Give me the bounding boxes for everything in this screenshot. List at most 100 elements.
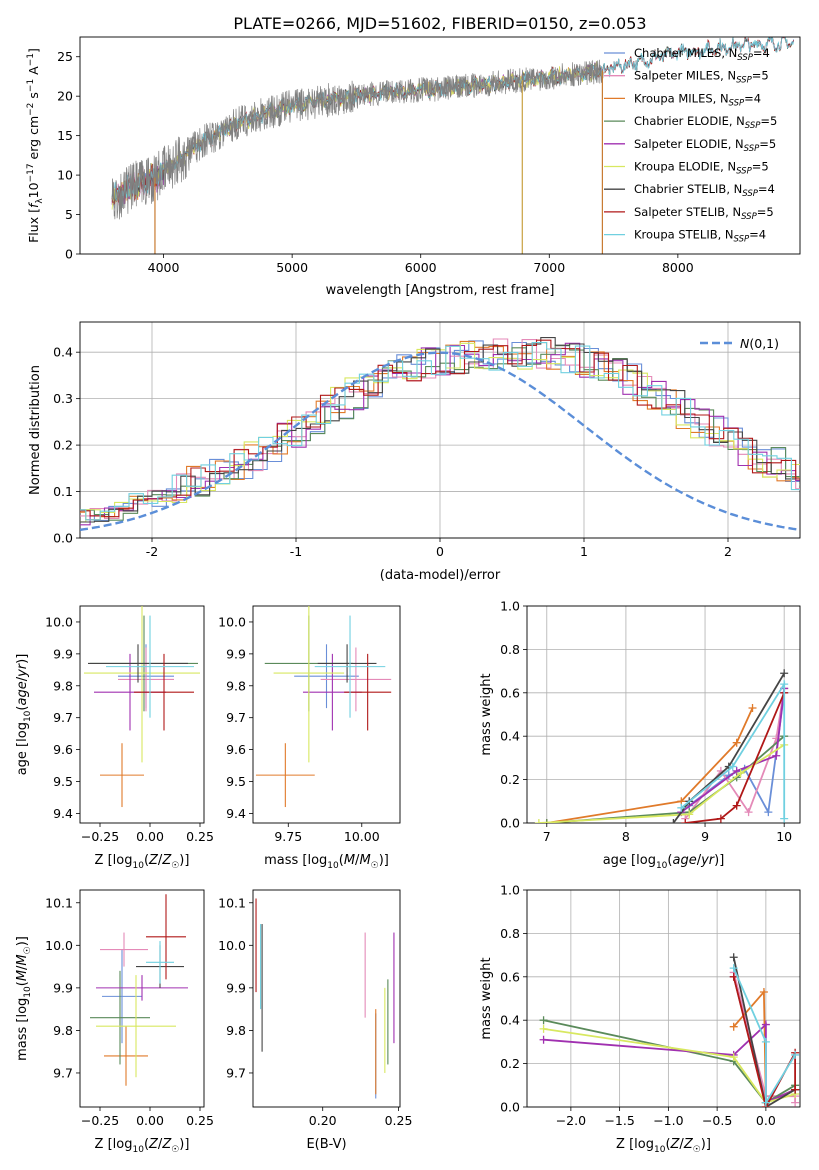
axis-label-part: ( [144,1137,149,1152]
weight-marker-chabrier-stelib [669,819,678,823]
axis-label-part: )] [379,853,389,868]
axis-label-part: −17 [26,163,36,182]
legend-label-kroupa-miles: Kroupa MILES, NSSP=4 [634,91,761,108]
x-tick-label: 4000 [148,260,180,275]
y-tick-label: 9.9 [226,980,246,995]
y-tick-label: 0.0 [53,531,73,546]
x-tick-label: 10 [776,829,792,844]
axis-label-part: age [15,681,30,705]
axis-label-part: age [log [603,853,656,868]
legend-text: Chabrier MILES, N [634,46,737,60]
y-tick-label: 0.4 [500,729,520,744]
axis-label-part: 10 [23,986,33,998]
weight-marker-kroupa-miles [732,738,741,747]
axis-label-part: M [344,853,355,868]
x-tick-label: 7 [543,829,551,844]
x-tick-label: 8 [622,829,630,844]
axis-label-part: Z [log [95,853,133,868]
x-tick-label: −1.0 [653,1113,683,1128]
x-tick-label: 0.0 [756,1113,776,1128]
axis-label-part: ☉ [371,861,379,871]
weight-marker-salpeter-miles [744,808,753,817]
legend-sub: SSP [741,212,757,222]
weight-marker-salpeter-stelib [729,972,738,981]
residuals-panel: -2 -1 0 1 2 0.0 0.1 0.2 0.3 0.4 N(0,1) (data-model)… [28,321,801,583]
axis-label-part: ☉ [693,1145,701,1155]
axis-label-part: λ [35,198,45,204]
y-tick-label: 20 [57,89,73,104]
y-tick-label: 10.0 [218,614,246,629]
y-tick-label: 9.8 [53,678,73,693]
axis-label-part: / [158,1137,163,1152]
y-tick-label: 0.3 [53,391,73,406]
weight-marker-chabrier-miles [764,808,773,817]
legend-label-chabrier-miles: Chabrier MILES, NSSP=4 [634,46,770,63]
axis-label-part: E(B-V) [306,1137,346,1152]
x-axis-label: (data-model)/error [380,568,501,583]
weight-marker-kroupa-stelib [677,803,686,812]
y-tick-label: 0.2 [500,772,520,787]
axes-frame [79,889,205,1108]
legend-label-salpeter-stelib: Salpeter STELIB, NSSP=5 [634,205,774,222]
y-tick-label: 1.0 [500,599,520,614]
axis-label: age [log10(age/yr)] [15,654,33,776]
n-symbol: N [740,336,750,351]
legend-value: =5 [752,69,769,83]
legend-sub: SSP [745,121,761,131]
axis-label-part: Z [161,853,172,868]
axis-label-part: 10 [654,1145,666,1155]
y-tick-label: 9.6 [53,742,73,757]
axis-label-part: Z [log [95,1137,133,1152]
weight-marker-salpeter-miles [791,1098,800,1107]
weight-line-kroupa-elodie [538,744,785,823]
weight-marker-salpeter-elodie [539,1035,548,1044]
histogram-chabrier-stelib [80,337,800,523]
axes-frame [526,605,801,824]
axis-label-part: ] [26,48,41,53]
axis-label-part: )] [15,936,30,946]
weight-marker-chabrier-stelib [780,669,789,678]
y-tick-label: 0 [65,247,73,262]
y-tick-label: 25 [57,49,73,64]
x-tick-label: −2.0 [556,1113,586,1128]
legend-sub: SSP [742,189,758,199]
y-tick-label: 9.6 [226,742,246,757]
model-lines [111,37,794,254]
x-tick-label: 0.25 [186,1113,214,1128]
y-tick-label: 9.4 [53,806,73,821]
y-tick-label: 10.0 [45,614,73,629]
axis-label-part: age [672,853,696,868]
weight-marker-kroupa-stelib [728,762,737,771]
y-tick-label: 0.6 [500,685,520,700]
axis-label-part: −1 [26,53,36,66]
weight-marker-salpeter-stelib [791,1085,800,1094]
axis-label-part: age [log [15,722,30,775]
axis-label-part: −2 [26,103,36,116]
weight-marker-salpeter-stelib [681,819,690,823]
y-tick-label: 9.8 [226,678,246,693]
mass-vs-z-panel: −0.25 0.00 0.259.79.89.910.010.1Z [log10(Z… [15,889,214,1155]
axis-label-part: f [26,202,41,208]
legend-label-kroupa-elodie: Kroupa ELODIE, NSSP=5 [634,160,769,177]
axis-label-part: Z [161,1137,172,1152]
weight-line-chabrier-stelib [732,957,796,1107]
legend-text: Salpeter ELODIE, N [634,137,744,151]
x-tick-label: 0.25 [186,829,214,844]
axes-frame [252,889,401,1108]
axis-label-part: ( [667,853,672,868]
legend-value: =4 [758,182,775,196]
axis-label-part: ☉ [171,1145,179,1155]
axis-label: Flux [fλ10−17 erg cm−2 s−1 A−1] [26,48,45,243]
legend-sub: SSP [729,98,745,108]
axis-label-part: Z [683,1137,694,1152]
legend-label-chabrier-stelib: Chabrier STELIB, NSSP=4 [634,182,775,199]
axis-label-part: s [26,92,41,103]
weight-marker-salpeter-elodie [772,751,781,760]
axis-label-part: ( [144,853,149,868]
axis-label-part: ( [15,981,30,986]
weight-line-salpeter-stelib [685,692,786,823]
weight-marker-salpeter-stelib [732,801,741,810]
